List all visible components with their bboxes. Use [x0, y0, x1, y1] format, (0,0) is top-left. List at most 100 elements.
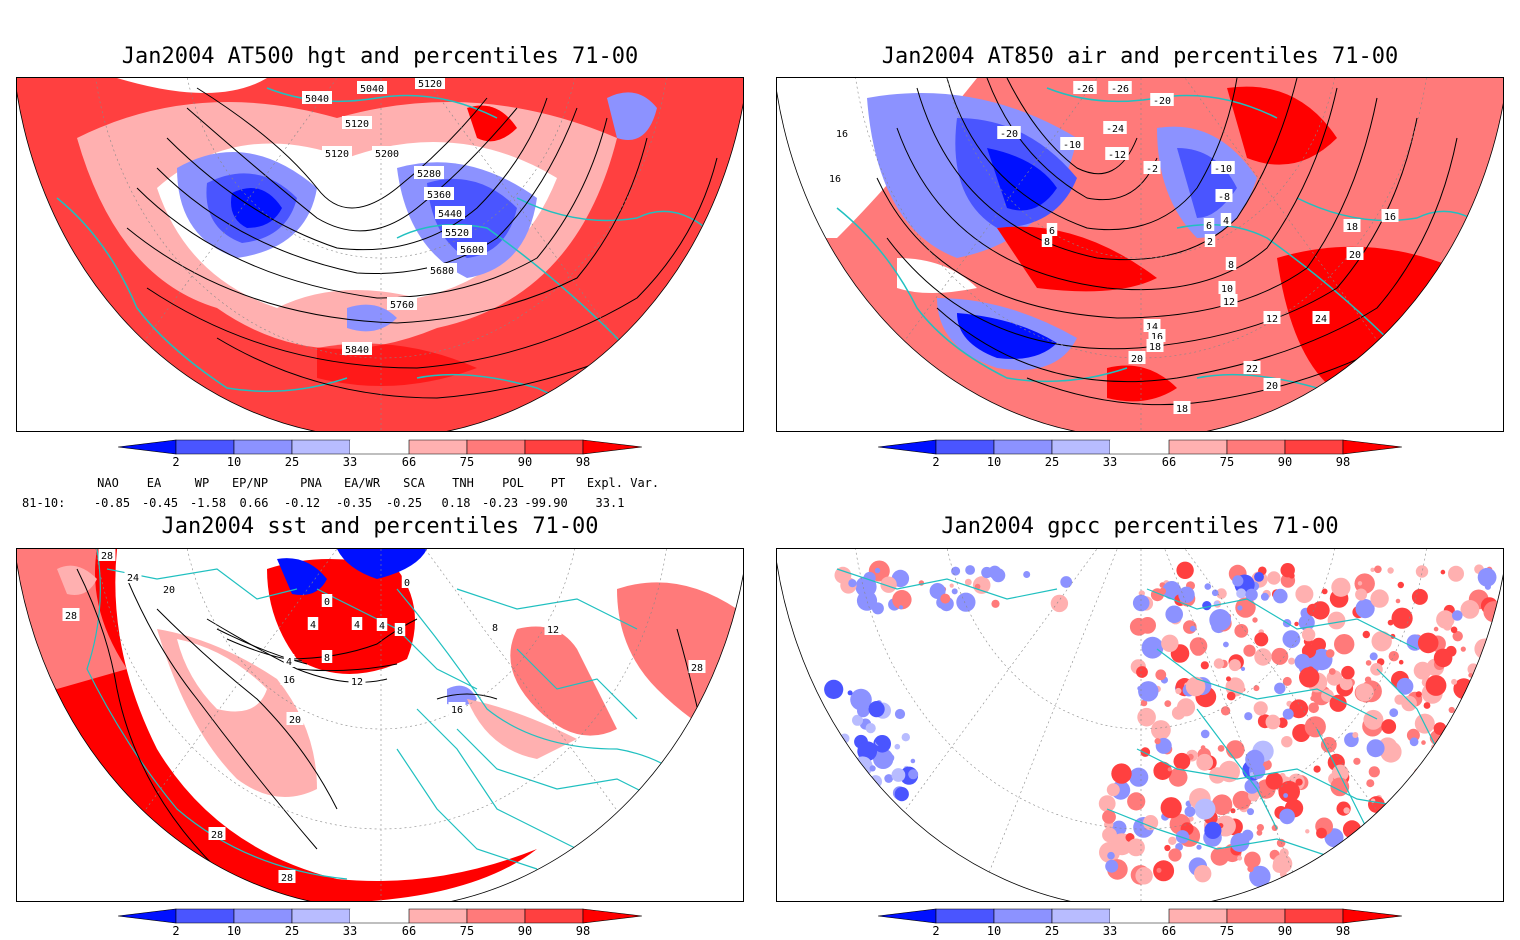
- contour-label: 2: [1207, 237, 1213, 248]
- precip-cell: [1167, 767, 1172, 772]
- precip-cell: [1452, 610, 1463, 621]
- contour-label-bg: [1143, 161, 1161, 174]
- precip-cell: [894, 708, 906, 720]
- colorbar-swatch: [408, 439, 468, 455]
- precip-cell: [1329, 875, 1336, 883]
- precip-cell: [1321, 588, 1328, 595]
- precip-cell: [1105, 859, 1119, 873]
- precip-cell: [951, 588, 958, 595]
- contour-label: 14: [1146, 322, 1158, 333]
- precip-cell: [1252, 617, 1258, 623]
- precip-cell: [869, 765, 876, 772]
- precip-cell: [894, 743, 901, 750]
- precip-cell: [1230, 808, 1236, 814]
- precip-cell: [1234, 624, 1249, 638]
- precip-cell: [1159, 587, 1166, 595]
- contour-label-bg: [376, 618, 388, 631]
- precip-cell: [1256, 829, 1263, 836]
- contour-label: 16: [451, 705, 463, 716]
- colorbar-label: 25: [284, 924, 300, 938]
- precip-cell: [1436, 610, 1455, 629]
- contour-label-bg: [1041, 234, 1053, 247]
- precip-cell: [1204, 583, 1212, 590]
- contour-label-bg: [997, 126, 1021, 139]
- precip-cell: [1178, 586, 1195, 603]
- precip-cell: [1132, 594, 1150, 612]
- precip-cell: [901, 733, 910, 742]
- precip-cell: [1274, 682, 1286, 694]
- precip-cell: [852, 756, 873, 777]
- contour-label-bg: [826, 171, 844, 184]
- contour-label: 12: [1223, 297, 1235, 308]
- precip-cell: [1107, 851, 1115, 860]
- precip-cell: [1448, 765, 1458, 775]
- contour-label: 4: [379, 621, 385, 632]
- contour-label-bg: [394, 623, 406, 636]
- precip-cell: [1260, 592, 1269, 601]
- precip-cell: [1254, 632, 1269, 647]
- precip-cell: [1477, 567, 1497, 587]
- contour-label-bg: [427, 263, 457, 276]
- colorbar-tl-bar: [117, 439, 643, 455]
- precip-cell: [964, 578, 972, 586]
- precip-cell: [1386, 805, 1401, 820]
- precip-cell: [1301, 627, 1316, 642]
- map-br-canvas: [777, 549, 1503, 901]
- colorbar-swatch: [1110, 909, 1169, 923]
- precip-cell: [1272, 859, 1286, 873]
- index-value: -0.85: [93, 496, 131, 510]
- contour-label: 5440: [438, 209, 462, 220]
- precip-cell: [1325, 649, 1335, 658]
- contour-label-bg: [448, 702, 466, 715]
- contour-label: 22: [1246, 364, 1258, 375]
- precip-cell: [1050, 594, 1069, 613]
- index-value: -0.25: [385, 496, 423, 510]
- precip-cell: [1098, 795, 1116, 812]
- precip-cell: [1381, 719, 1397, 734]
- precip-cell: [1431, 859, 1447, 875]
- precip-cell: [1200, 729, 1210, 739]
- precip-cell: [1279, 808, 1295, 825]
- precip-cell: [1443, 746, 1450, 753]
- precip-cell: [1235, 597, 1256, 618]
- contour-label-bg: [1343, 219, 1361, 232]
- precip-cell: [880, 576, 897, 593]
- precip-cell: [1381, 844, 1394, 857]
- precip-cell: [1484, 583, 1491, 590]
- colorbar-swatch: [993, 908, 1053, 924]
- colorbar-swatch: [350, 909, 409, 923]
- precip-cell: [1175, 830, 1190, 844]
- precip-cell: [1451, 678, 1458, 685]
- contour-label-bg: [1060, 137, 1084, 150]
- precip-cell: [1153, 860, 1175, 882]
- precip-cell: [1341, 665, 1355, 680]
- contour-label-bg: [442, 225, 472, 238]
- contour-label: 4: [1223, 216, 1229, 227]
- precip-cell: [1223, 641, 1229, 648]
- contour-label-bg: [342, 116, 372, 129]
- colorbar-swatch: [117, 908, 177, 924]
- precip-cell: [875, 736, 885, 746]
- precip-cell: [1460, 646, 1466, 652]
- precip-cell: [1375, 824, 1382, 831]
- contour-label: 5120: [325, 149, 349, 160]
- precip-cell: [1230, 833, 1250, 852]
- precip-cell: [1102, 827, 1117, 843]
- contour-label-bg: [278, 870, 296, 883]
- colorbar-swatch: [1284, 439, 1344, 455]
- precip-cell: [1151, 720, 1171, 740]
- precip-cell: [817, 733, 828, 744]
- precip-cell: [1136, 666, 1148, 678]
- colorbar-tr: 2 10 25 33 66 75 90 98: [877, 439, 1403, 479]
- precip-cell: [1353, 846, 1363, 856]
- colorbar-swatch: [1168, 439, 1228, 455]
- precip-cell: [1389, 708, 1399, 718]
- precip-cell: [1237, 605, 1243, 611]
- contour-label-bg: [283, 654, 295, 667]
- colorbar-label: 33: [1102, 455, 1118, 469]
- precip-cell: [1370, 567, 1375, 572]
- precip-cell: [1226, 740, 1245, 759]
- map-bl-canvas: 28 24 20 28 0 0 4 4 4 8 4 8 12 16 20 16 12 8 28 28 28: [17, 549, 743, 901]
- map-tl-canvas: 5040 5120 5040 5120 5120 5200 5280 5360 5440 5520…: [17, 78, 743, 431]
- colorbar-br-bar: [877, 908, 1403, 924]
